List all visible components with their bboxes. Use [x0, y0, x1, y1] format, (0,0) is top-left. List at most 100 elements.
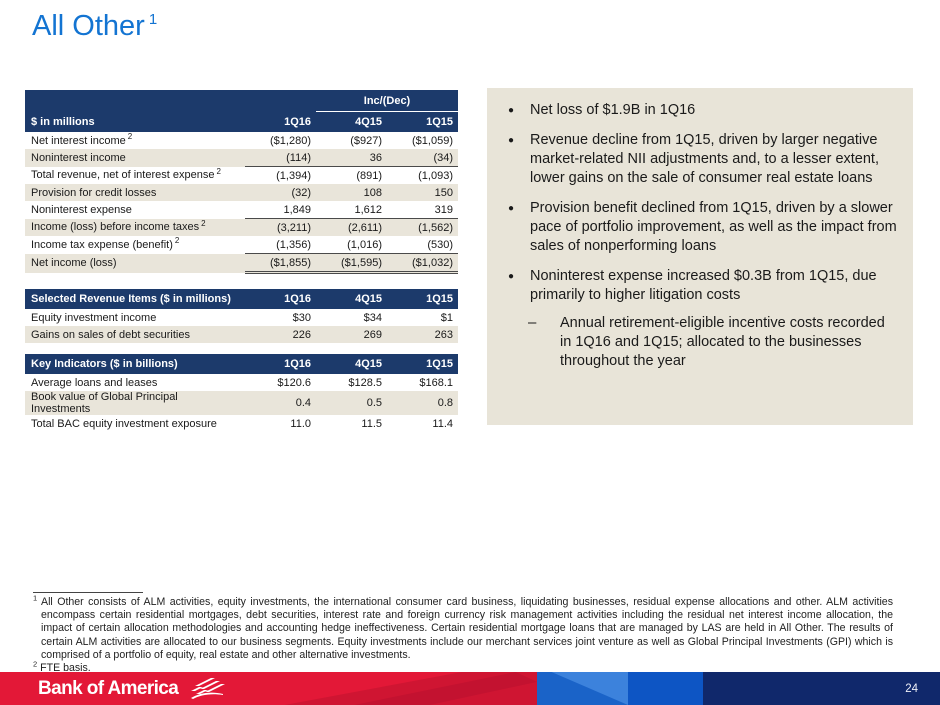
table-row: Total revenue, net of interest expense 2 … — [25, 167, 458, 185]
footnote-2: 2 FTE basis. — [33, 659, 91, 675]
group-header-spacer — [25, 90, 316, 112]
cell-1q16: (32) — [291, 186, 311, 199]
cell-1q16: ($1,855) — [245, 253, 316, 274]
table-row: Income (loss) before income taxes 2 (3,21… — [25, 218, 458, 236]
row-label: Noninterest income — [31, 151, 126, 164]
bullet-item: ● Revenue decline from 1Q15, driven by la… — [495, 131, 897, 188]
bullet-icon: ● — [508, 271, 515, 282]
column-header-4q15: 4Q15 — [316, 111, 387, 132]
column-header-1q16: 1Q16 — [245, 111, 316, 132]
cell-1q16: (1,394) — [276, 169, 311, 182]
cell-1q15: $168.1 — [419, 376, 453, 389]
cell-4q15: (891) — [356, 169, 382, 182]
cell-1q16: ($1,280) — [270, 134, 311, 147]
cell-1q15: ($1,032) — [387, 253, 458, 274]
cell-1q16: (114) — [245, 149, 316, 167]
row-label: Average loans and leases — [31, 376, 158, 389]
cell-1q15: 0.8 — [437, 397, 453, 409]
bullet-item: ● Noninterest expense increased $0.3B fro… — [495, 267, 897, 305]
cell-4q15: 11.5 — [361, 417, 382, 430]
cell-1q15: ($1,059) — [412, 134, 453, 147]
cell-1q15: (530) — [387, 236, 458, 254]
table-row: Book value of Global Principal Investmen… — [25, 391, 458, 415]
bullet-icon: ● — [508, 105, 515, 116]
footnotes: 1 All Other consists of ALM activities, … — [33, 593, 893, 675]
cell-1q15: 263 — [434, 328, 453, 341]
selected-revenue-items-table: Selected Revenue Items ($ in millions) 1… — [25, 289, 458, 343]
column-header-1q15: 1Q15 — [387, 354, 458, 374]
footer-navy-segment: 24 — [703, 672, 940, 705]
sub-bullet-item: – Annual retirement-eligible incentive co… — [495, 314, 897, 371]
column-header-4q15: 4Q15 — [316, 289, 387, 309]
footer-blue-highlight — [551, 672, 628, 705]
table-group-header-row: Inc/(Dec) — [25, 90, 458, 112]
cell-1q16: (3,211) — [276, 221, 311, 234]
bullet-icon: ● — [508, 135, 515, 146]
cell-4q15: (2,611) — [347, 221, 382, 234]
column-header-4q15: 4Q15 — [316, 354, 387, 374]
row-label: Book value of Global Principal Investmen… — [31, 391, 178, 415]
row-label: Net income (loss) — [31, 257, 117, 269]
bullet-text: Provision benefit declined from 1Q15, dr… — [530, 200, 897, 254]
dash-icon: – — [528, 314, 537, 331]
table-row: Gains on sales of debt securities 226 26… — [25, 326, 458, 343]
cell-1q15: (1,562) — [418, 221, 453, 234]
table-row: Equity investment income $30 $34 $1 — [25, 309, 458, 326]
cell-1q16: 226 — [292, 328, 311, 341]
table-row: Average loans and leases $120.6 $128.5 $… — [25, 374, 458, 391]
footnote-1: 1 All Other consists of ALM activities, … — [33, 593, 893, 661]
cell-1q15: 150 — [434, 186, 453, 199]
cell-1q16: 1,849 — [245, 201, 316, 219]
table-row: Noninterest income (114) 36 (34) — [25, 149, 458, 167]
row-label: Net interest income 2 — [31, 131, 133, 147]
column-header-1q15: 1Q15 — [387, 289, 458, 309]
footer-red-segment: Bank of America — [0, 672, 537, 705]
cell-1q15: (1,093) — [418, 169, 453, 182]
bank-of-america-logo-text: Bank of America — [38, 677, 179, 699]
row-label: Total BAC equity investment exposure — [31, 417, 217, 430]
row-label: Income tax expense (benefit) 2 — [31, 236, 180, 251]
page-title-text: All Other — [32, 10, 145, 42]
cell-4q15: ($927) — [350, 134, 382, 147]
footer-band: Bank of America 24 — [0, 672, 940, 705]
column-header-label: Key Indicators ($ in billions) — [25, 354, 245, 374]
cell-4q15: 269 — [363, 328, 382, 341]
column-header-1q15: 1Q15 — [387, 111, 458, 132]
row-label: Noninterest expense — [31, 203, 132, 216]
column-header-label: $ in millions — [25, 111, 245, 132]
bullet-icon: ● — [508, 203, 515, 214]
cell-1q15: 319 — [387, 201, 458, 219]
table-row: Provision for credit losses (32) 108 150 — [25, 184, 458, 201]
table-row: Net interest income 2 ($1,280) ($927) ($1… — [25, 132, 458, 149]
cell-4q15: 108 — [363, 186, 382, 199]
cell-4q15: (1,016) — [316, 236, 387, 254]
bofa-flagscape-icon — [191, 677, 226, 699]
table-header-row: Key Indicators ($ in billions) 1Q16 4Q15… — [25, 354, 458, 374]
cell-4q15: 36 — [316, 149, 387, 167]
commentary-bullet-list: ● Net loss of $1.9B in 1Q16 ● Revenue decl… — [495, 101, 897, 371]
bullet-text: Revenue decline from 1Q15, driven by lar… — [530, 132, 879, 186]
group-header-inc-dec: Inc/(Dec) — [316, 90, 458, 112]
row-label: Gains on sales of debt securities — [31, 328, 190, 341]
footer-bright-blue-segment — [628, 672, 703, 705]
cell-1q16: $120.6 — [277, 376, 311, 389]
table-row: Noninterest expense 1,849 1,612 319 — [25, 201, 458, 219]
cell-1q16: $30 — [292, 311, 311, 324]
bank-of-america-logo: Bank of America — [38, 672, 226, 705]
row-label: Income (loss) before income taxes 2 — [31, 218, 206, 234]
table-row: Total BAC equity investment exposure 11.… — [25, 415, 458, 432]
table-row: Net income (loss) ($1,855) ($1,595) ($1,… — [25, 253, 458, 274]
page-title: All Other 1 — [32, 10, 157, 43]
table-header-row: $ in millions 1Q16 4Q15 1Q15 — [25, 111, 458, 132]
footer-blue-segment — [537, 672, 628, 705]
income-statement-table: Inc/(Dec) $ in millions 1Q16 4Q15 1Q15 N… — [25, 90, 458, 274]
row-label: Total revenue, net of interest expense 2 — [31, 166, 221, 182]
table-header-row: Selected Revenue Items ($ in millions) 1… — [25, 289, 458, 309]
key-indicators-table: Key Indicators ($ in billions) 1Q16 4Q15… — [25, 354, 458, 432]
cell-1q16: (1,356) — [245, 236, 316, 254]
cell-1q16: 11.0 — [290, 417, 311, 430]
cell-1q15: 11.4 — [432, 417, 453, 430]
bullet-item: ● Provision benefit declined from 1Q15, d… — [495, 199, 897, 256]
page-number: 24 — [905, 682, 918, 695]
